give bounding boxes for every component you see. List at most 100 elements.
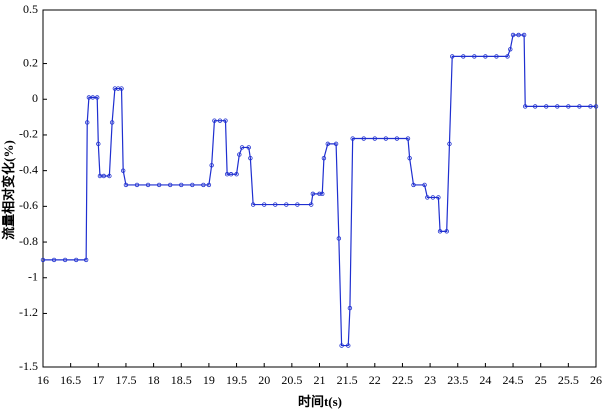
data-point (206, 182, 212, 188)
x-tick-label: 22 (369, 373, 381, 387)
data-point (407, 155, 412, 161)
data-point (190, 182, 195, 188)
data-point (523, 104, 528, 109)
data-point (295, 202, 300, 207)
data-point (346, 343, 351, 348)
x-tick-label: 19.5 (226, 373, 247, 387)
data-point (96, 141, 101, 147)
data-point (212, 118, 217, 123)
data-point (179, 182, 184, 188)
data-point (262, 202, 267, 207)
data-point (361, 136, 366, 141)
data-point (339, 343, 344, 348)
data-point (588, 104, 593, 109)
data-point (350, 136, 355, 141)
data-point (239, 145, 245, 150)
data-point (411, 182, 416, 188)
data-point (85, 120, 90, 125)
data-point (83, 257, 89, 263)
y-tick-label: 0.5 (23, 2, 38, 16)
data-point (325, 141, 330, 147)
x-axis-label: 时间t(s) (298, 394, 342, 409)
data-point (444, 229, 449, 234)
data-point (101, 173, 107, 179)
data-point (209, 163, 214, 168)
data-point (593, 104, 599, 109)
data-point (394, 136, 400, 141)
x-tick-label: 21 (314, 373, 326, 387)
y-tick-label: -0.6 (19, 198, 38, 212)
x-tick-label: 23 (424, 373, 436, 387)
data-point (246, 145, 251, 150)
x-tick-label: 17.5 (115, 373, 136, 387)
data-point (505, 54, 510, 59)
data-point (436, 195, 441, 200)
data-point (309, 202, 314, 207)
plot-frame (42, 9, 597, 368)
x-tick-label: 17 (92, 373, 104, 387)
data-point (273, 202, 278, 207)
y-tick-label: -1.5 (19, 359, 38, 373)
data-point (62, 257, 68, 263)
data-point (40, 257, 46, 263)
data-point (109, 120, 115, 125)
data-point (383, 136, 389, 141)
data-point (494, 54, 499, 59)
data-line (43, 34, 596, 347)
x-tick-label: 18 (148, 373, 160, 387)
data-point (310, 191, 316, 197)
data-point (544, 104, 549, 109)
data-point (566, 104, 571, 109)
data-point (461, 54, 466, 59)
data-point (120, 168, 126, 173)
x-tick-label: 26 (590, 373, 602, 387)
data-point (201, 182, 206, 188)
data-point (447, 141, 452, 147)
y-tick-label: -0.2 (19, 127, 38, 141)
y-axis-label: 流量相对变化(%) (1, 140, 16, 240)
data-point (284, 202, 289, 207)
data-point (248, 155, 253, 161)
data-point (405, 136, 411, 141)
data-point (94, 95, 100, 100)
x-tick-label: 16 (37, 373, 49, 387)
data-point (555, 104, 560, 109)
y-tick-label: -1 (28, 270, 38, 284)
x-tick-label: 19 (203, 373, 215, 387)
x-tick-label: 18.5 (171, 373, 192, 387)
x-tick-label: 16.5 (60, 373, 81, 387)
data-point (320, 191, 325, 197)
data-point (217, 118, 223, 123)
data-point (145, 182, 151, 188)
data-point (472, 54, 477, 59)
x-tick-label: 20.5 (281, 373, 302, 387)
data-point (372, 136, 377, 141)
x-tick-label: 25 (535, 373, 547, 387)
data-point (134, 182, 140, 188)
x-tick-label: 20 (258, 373, 270, 387)
data-point (437, 229, 443, 234)
data-point (119, 86, 124, 91)
data-point (237, 152, 242, 157)
data-point (450, 54, 455, 59)
data-point (51, 257, 57, 263)
data-point (521, 32, 527, 38)
x-tick-label: 21.5 (337, 373, 358, 387)
data-point (156, 182, 162, 188)
data-point (430, 195, 436, 200)
data-point (577, 104, 582, 109)
data-point (123, 182, 129, 188)
data-point (333, 141, 339, 147)
x-tick-label: 24.5 (503, 373, 524, 387)
data-point (510, 32, 516, 38)
y-tick-label: -1.2 (19, 305, 38, 319)
data-point (483, 54, 488, 59)
x-tick-label: 24 (479, 373, 491, 387)
x-tick-label: 25.5 (558, 373, 579, 387)
data-point (508, 47, 513, 52)
x-tick-label: 23.5 (447, 373, 468, 387)
data-point (90, 95, 95, 100)
data-point (532, 104, 538, 109)
data-point (250, 202, 256, 207)
